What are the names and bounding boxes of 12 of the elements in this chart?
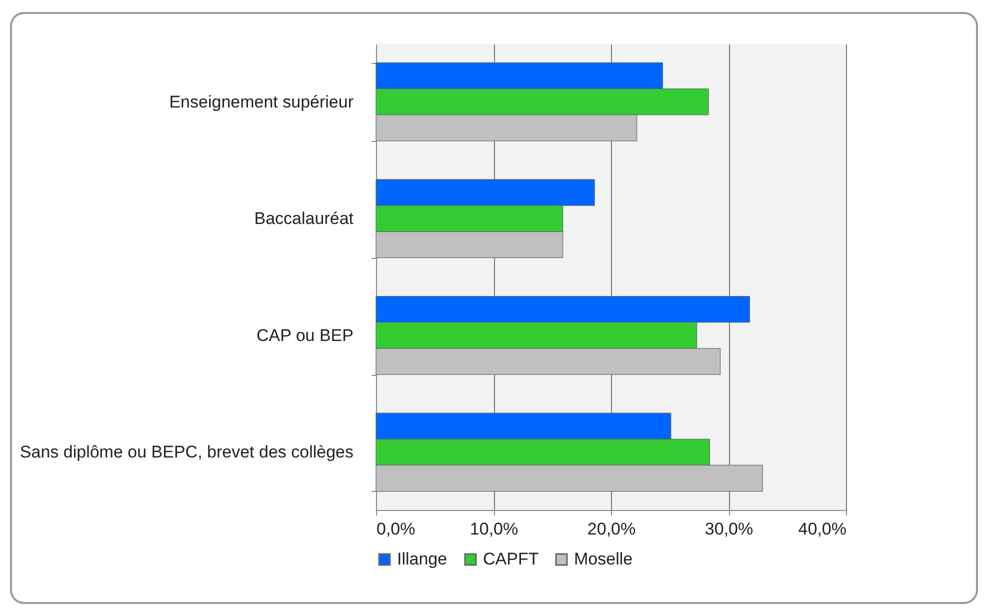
legend-label: CAPFT: [483, 550, 539, 569]
x-tick-label: 30,0%: [704, 520, 754, 538]
y-tick-label: Enseignement supérieur: [169, 92, 354, 112]
legend-label: Moselle: [574, 550, 633, 569]
x-tick-label: 0,0%: [376, 520, 416, 538]
y-tick-label: CAP ou BEP: [256, 326, 354, 345]
x-tick-label: 10,0%: [470, 520, 518, 538]
x-tick-label: 20,0%: [587, 520, 636, 538]
x-tick-label: 40,0%: [798, 520, 846, 538]
legend-label: Illange: [397, 550, 448, 569]
y-tick-label: Baccalauréat: [254, 209, 354, 228]
y-tick-label: Sans diplôme ou BEPC, brevet des collèges: [20, 442, 354, 462]
